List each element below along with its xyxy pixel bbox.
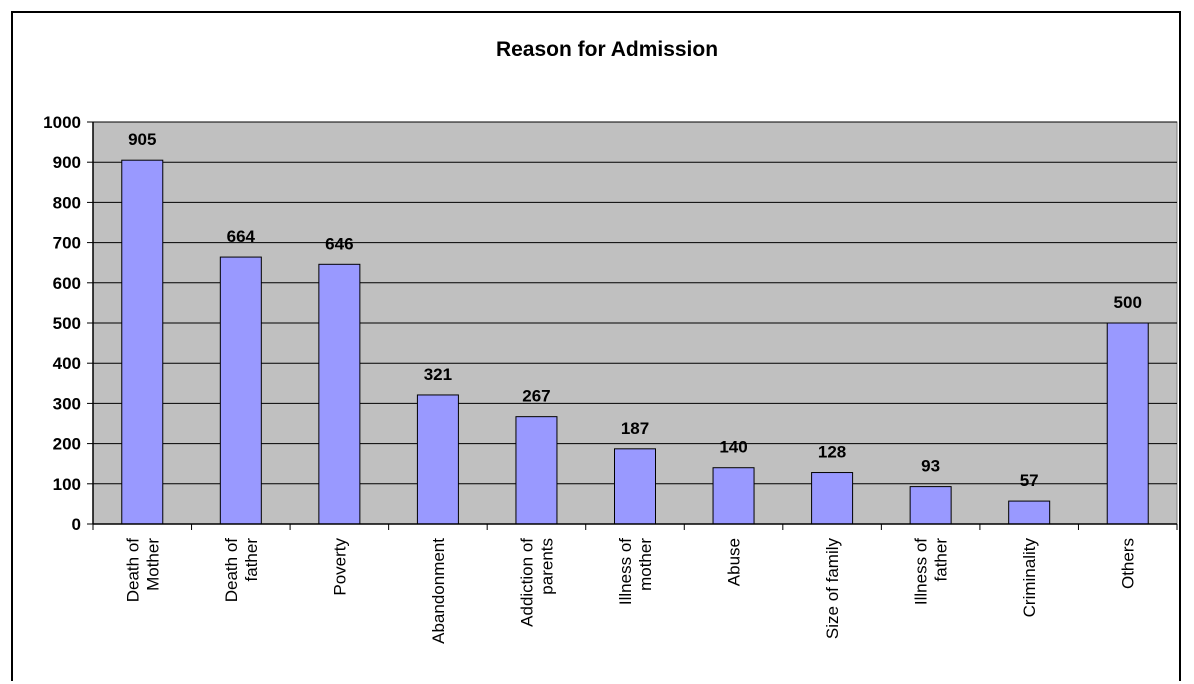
y-tick-label: 300 — [53, 394, 81, 413]
gridlines — [93, 121, 1177, 485]
y-tick-label: 700 — [53, 234, 81, 253]
y-tick-label: 0 — [72, 515, 81, 534]
x-category-label: Others — [1119, 538, 1138, 589]
y-tick-label: 200 — [53, 435, 81, 454]
bar — [219, 256, 262, 525]
data-label: 93 — [921, 457, 940, 476]
x-category-label: Size of family — [823, 538, 842, 640]
x-category-label-line: parents — [537, 538, 556, 595]
x-category-label-line: Abandonment — [429, 538, 448, 644]
x-category-label: Criminality — [1020, 538, 1039, 618]
y-tick-label: 100 — [53, 475, 81, 494]
x-category-label-line: Criminality — [1020, 538, 1039, 618]
x-category-label-line: Poverty — [330, 538, 349, 596]
x-category-label-line: mother — [636, 538, 655, 591]
bar — [318, 263, 361, 525]
y-tick-label: 400 — [53, 354, 81, 373]
y-tick-label: 1000 — [43, 113, 81, 132]
bar — [1106, 322, 1149, 525]
x-category-label: Abandonment — [429, 538, 448, 644]
bar — [416, 394, 459, 525]
bar — [811, 472, 854, 525]
x-category-label-line: Others — [1119, 538, 1138, 589]
x-category-label-line: Mother — [143, 538, 162, 591]
x-category-label-line: Death of — [222, 538, 241, 603]
axes — [87, 121, 1178, 530]
labels: 0 100 200 300 400 500 600 700 800 900 1000 905 Death… — [43, 113, 1142, 644]
data-label: 140 — [719, 438, 747, 457]
bar — [712, 467, 755, 525]
y-tick-label: 800 — [53, 193, 81, 212]
bar — [515, 416, 558, 525]
x-category-label: Death of Mother — [123, 538, 162, 603]
bar — [1008, 500, 1051, 525]
y-tick-label: 900 — [53, 153, 81, 172]
x-category-label: Illness of mother — [616, 538, 655, 605]
x-category-label: Illness of father — [912, 538, 951, 605]
data-label: 57 — [1020, 471, 1039, 490]
x-category-label: Addiction of parents — [517, 538, 556, 627]
data-label: 500 — [1114, 293, 1142, 312]
data-label: 905 — [128, 130, 156, 149]
data-label: 321 — [424, 365, 452, 384]
x-category-label-line: Size of family — [823, 538, 842, 640]
y-tick-label: 600 — [53, 274, 81, 293]
bar — [614, 448, 656, 525]
bars — [121, 159, 1149, 525]
data-label: 664 — [227, 227, 256, 246]
data-label: 267 — [522, 387, 550, 406]
data-label: 187 — [621, 419, 649, 438]
bar — [909, 486, 952, 525]
x-category-label: Death of father — [222, 538, 261, 603]
x-category-label-line: Abuse — [725, 538, 744, 586]
data-label: 128 — [818, 443, 846, 462]
x-category-label-line: Illness of — [912, 538, 931, 605]
x-category-label-line: Death of — [123, 538, 142, 603]
x-category-label: Poverty — [330, 538, 349, 596]
x-category-label-line: father — [932, 538, 951, 582]
bar — [121, 159, 164, 525]
x-category-label-line: Illness of — [616, 538, 635, 605]
data-label: 646 — [325, 234, 353, 253]
x-category-label-line: Addiction of — [517, 538, 536, 627]
x-category-label-line: father — [242, 538, 261, 582]
chart-title: Reason for Admission — [496, 38, 718, 61]
x-category-label: Abuse — [725, 538, 744, 586]
y-tick-label: 500 — [53, 314, 81, 333]
